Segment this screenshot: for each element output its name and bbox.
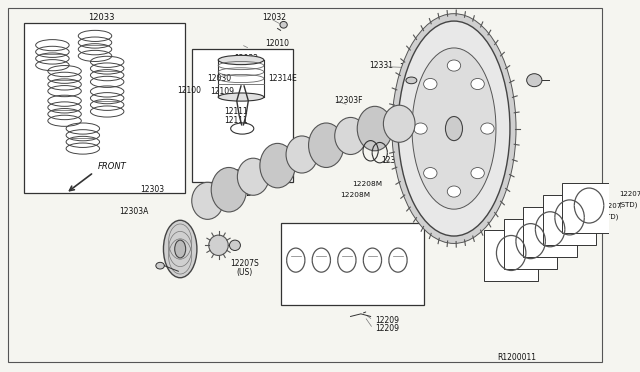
Text: (US): (US)	[236, 268, 252, 277]
Ellipse shape	[447, 186, 461, 197]
Ellipse shape	[398, 21, 510, 236]
Ellipse shape	[447, 60, 461, 71]
Ellipse shape	[237, 158, 269, 195]
Ellipse shape	[230, 240, 241, 250]
Text: 12299: 12299	[220, 169, 244, 177]
Text: R1200011: R1200011	[497, 353, 536, 362]
Text: 12207S: 12207S	[230, 259, 259, 268]
Text: 12330: 12330	[381, 156, 405, 165]
Ellipse shape	[192, 182, 223, 219]
Bar	[280, 223, 424, 305]
Text: 12333: 12333	[399, 63, 423, 72]
Bar	[563, 183, 616, 233]
Text: 15043E: 15043E	[222, 189, 251, 198]
Text: 12207: 12207	[619, 191, 640, 197]
Text: 13021: 13021	[222, 180, 246, 189]
Bar	[484, 231, 538, 280]
Ellipse shape	[260, 143, 295, 188]
Ellipse shape	[424, 78, 437, 90]
Text: 12209: 12209	[375, 324, 399, 333]
Ellipse shape	[527, 74, 542, 87]
Ellipse shape	[383, 105, 415, 142]
Text: 12310A: 12310A	[442, 73, 471, 82]
Ellipse shape	[286, 136, 317, 173]
Bar	[504, 219, 557, 269]
Ellipse shape	[471, 78, 484, 90]
Text: (STD): (STD)	[619, 201, 638, 208]
Bar	[193, 49, 292, 182]
Ellipse shape	[414, 123, 428, 134]
Ellipse shape	[156, 262, 164, 269]
Text: 12033: 12033	[88, 13, 115, 22]
Ellipse shape	[163, 220, 197, 278]
Ellipse shape	[406, 77, 417, 84]
Text: 12032: 12032	[262, 13, 286, 22]
Ellipse shape	[412, 48, 496, 209]
Text: 12109: 12109	[210, 87, 234, 96]
Text: (STD): (STD)	[561, 237, 580, 243]
Ellipse shape	[392, 14, 516, 243]
Ellipse shape	[471, 167, 484, 179]
Text: 13021: 13021	[222, 171, 246, 180]
Text: 12303F: 12303F	[334, 96, 363, 105]
Text: 12111: 12111	[225, 108, 248, 116]
Ellipse shape	[357, 106, 392, 151]
Bar	[24, 23, 185, 193]
Text: (STD): (STD)	[580, 225, 599, 231]
Text: 12208M: 12208M	[340, 192, 371, 198]
Ellipse shape	[481, 123, 494, 134]
Ellipse shape	[175, 240, 186, 258]
Text: 12010: 12010	[266, 39, 289, 48]
Text: 12209: 12209	[375, 316, 399, 325]
Text: 12303A: 12303A	[119, 207, 148, 216]
Text: 12207: 12207	[561, 227, 582, 232]
Text: (STD): (STD)	[600, 213, 619, 219]
Text: 12032: 12032	[234, 54, 258, 62]
Text: 12314E: 12314E	[268, 74, 297, 83]
Text: FRONT: FRONT	[98, 162, 127, 171]
Bar	[524, 207, 577, 257]
Ellipse shape	[308, 123, 344, 167]
Ellipse shape	[218, 55, 264, 65]
Bar	[543, 195, 596, 245]
Text: 12100: 12100	[177, 86, 201, 95]
Ellipse shape	[424, 167, 437, 179]
Text: 12200: 12200	[264, 164, 287, 173]
Ellipse shape	[445, 116, 463, 141]
Text: 12111: 12111	[225, 116, 248, 125]
Text: 12303: 12303	[141, 185, 164, 194]
Ellipse shape	[209, 235, 228, 256]
Ellipse shape	[218, 93, 264, 101]
Text: 12207: 12207	[580, 215, 602, 221]
Text: 12331: 12331	[369, 61, 393, 70]
Text: 12030: 12030	[207, 74, 232, 83]
Ellipse shape	[211, 167, 246, 212]
Text: 12207: 12207	[600, 203, 621, 209]
Text: (STD): (STD)	[541, 248, 561, 255]
Ellipse shape	[280, 22, 287, 28]
Ellipse shape	[335, 118, 366, 154]
Text: 12208M: 12208M	[353, 181, 383, 187]
Text: 12207: 12207	[541, 238, 563, 244]
